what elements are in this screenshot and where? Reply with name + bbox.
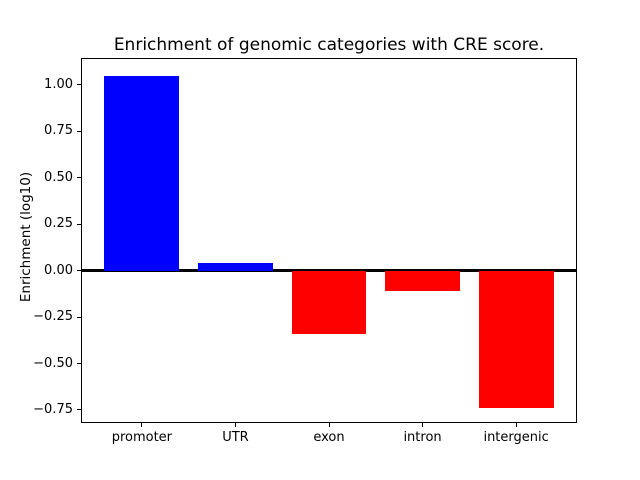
- y-tick-label: 0.50: [44, 169, 73, 185]
- y-tick-mark: [77, 409, 81, 411]
- x-tick-mark: [422, 423, 424, 427]
- bar-UTR: [198, 263, 273, 271]
- x-tick-mark: [141, 423, 143, 427]
- x-tick-label-UTR: UTR: [222, 430, 249, 445]
- y-tick-mark: [77, 84, 81, 86]
- y-tick-label: 0.75: [44, 123, 73, 139]
- bar-intron: [385, 270, 460, 292]
- bar-promoter: [104, 75, 180, 271]
- y-tick-label: 0.00: [44, 262, 73, 278]
- x-tick-label-intergenic: intergenic: [483, 430, 549, 445]
- x-tick-mark: [515, 423, 517, 427]
- x-tick-label-intron: intron: [403, 430, 442, 445]
- y-tick-label: −0.50: [33, 355, 73, 371]
- x-tick-mark: [234, 423, 236, 427]
- y-tick-mark: [77, 270, 81, 272]
- y-tick-mark: [77, 363, 81, 364]
- y-tick-mark: [77, 177, 81, 179]
- bar-exon: [291, 270, 367, 334]
- y-tick-mark: [77, 316, 81, 318]
- y-tick-mark: [77, 130, 81, 132]
- y-tick-label: 1.00: [44, 76, 73, 92]
- y-tick-label: −0.75: [33, 401, 73, 417]
- x-tick-label-exon: exon: [313, 430, 345, 445]
- y-axis-label: Enrichment (log10): [18, 171, 34, 303]
- bar-intergenic: [478, 270, 554, 409]
- y-tick-mark: [77, 223, 81, 225]
- x-tick-label-promoter: promoter: [111, 430, 173, 445]
- plot-area: [81, 58, 577, 423]
- chart-title: Enrichment of genomic categories with CR…: [113, 35, 545, 55]
- x-tick-mark: [328, 423, 330, 427]
- y-tick-label: −0.25: [33, 309, 73, 325]
- y-tick-label: 0.25: [44, 216, 73, 232]
